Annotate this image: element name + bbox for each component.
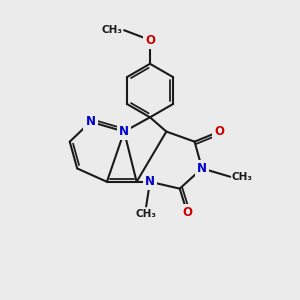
Text: CH₃: CH₃: [102, 25, 123, 35]
Text: N: N: [197, 162, 207, 175]
Text: CH₃: CH₃: [232, 172, 253, 182]
Text: N: N: [145, 175, 155, 188]
Text: N: N: [119, 125, 129, 138]
Text: O: O: [214, 125, 224, 138]
Text: CH₃: CH₃: [136, 209, 157, 219]
Text: O: O: [182, 206, 192, 219]
Text: O: O: [145, 34, 155, 46]
Text: N: N: [85, 115, 96, 128]
